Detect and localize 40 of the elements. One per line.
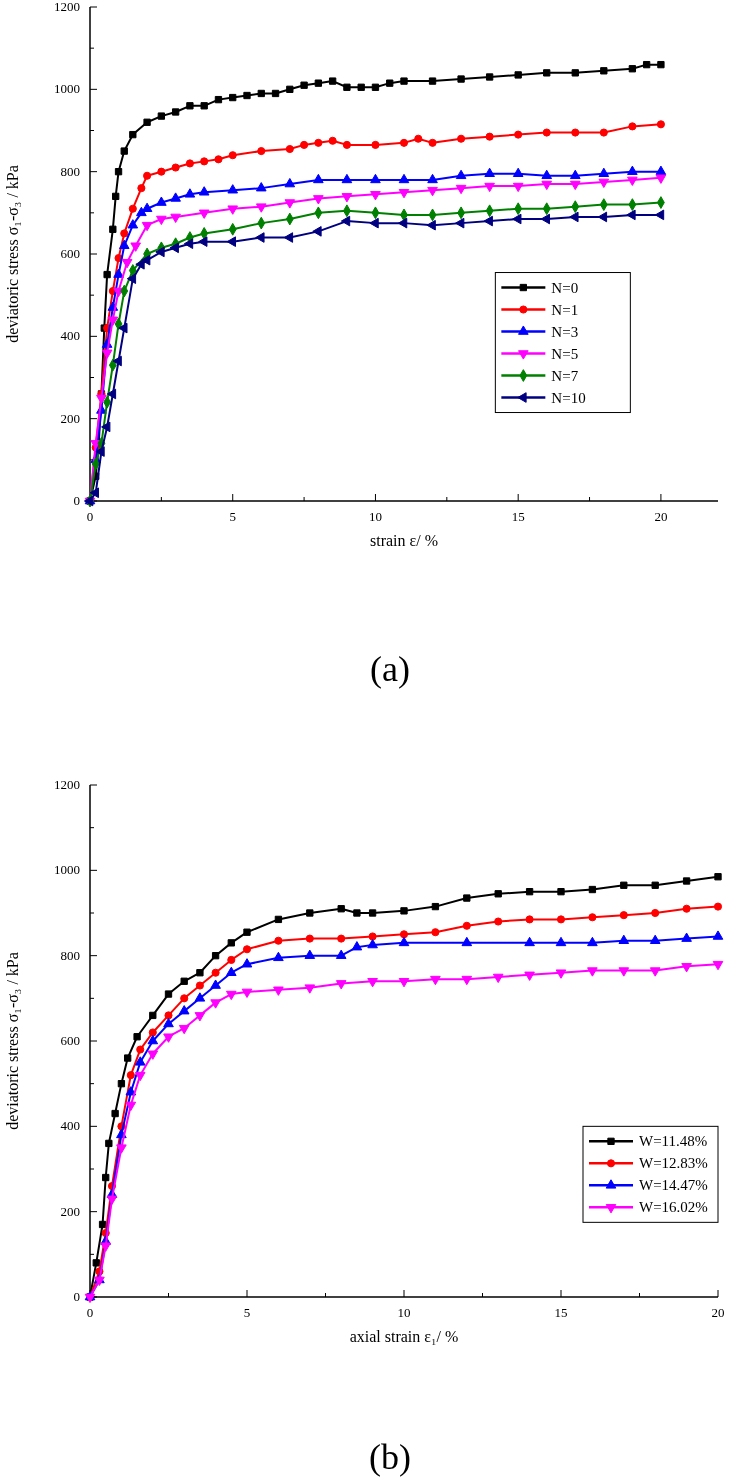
x-tick-label: 20	[654, 509, 668, 524]
y-tick-label: 0	[73, 1289, 80, 1304]
legend-label: W=11.48%	[639, 1133, 708, 1150]
y-tick-label: 1000	[54, 81, 80, 97]
x-tick-label: 5	[229, 509, 236, 524]
y-tick-label: 600	[60, 1033, 80, 1048]
x-tick-label: 10	[368, 509, 382, 524]
x-tick-label: 20	[711, 1305, 725, 1320]
legend-label: W=16.02%	[639, 1199, 708, 1216]
y-axis-title: deviatoric stress σ₁-σ₃ / kPa	[4, 952, 21, 1130]
y-tick-label: 200	[60, 410, 80, 426]
x-tick-label: 0	[86, 1305, 94, 1320]
y-tick-label: 0	[73, 493, 80, 508]
y-tick-label: 800	[60, 163, 80, 179]
legend-label: W=12.83%	[639, 1155, 708, 1172]
y-tick-label: 1200	[54, 0, 80, 14]
y-tick-label: 1200	[54, 777, 80, 792]
text: (a)	[370, 649, 410, 689]
x-axis-title: strain ε/ %	[369, 532, 439, 549]
x-tick-label: 5	[243, 1305, 251, 1320]
y-tick-label: 400	[60, 328, 80, 344]
legend-label: N=0	[551, 279, 579, 296]
x-tick-label: 10	[397, 1305, 411, 1320]
y-tick-label: 800	[60, 947, 80, 963]
y-tick-label: 600	[60, 246, 80, 261]
y-tick-label: 400	[60, 1118, 80, 1134]
text: (b)	[369, 1437, 411, 1477]
x-tick-label: 15	[511, 509, 525, 524]
x-tick-label: 0	[86, 509, 94, 524]
y-axis-title: deviatoric stress σ₁-σ₃ / kPa	[4, 165, 21, 343]
legend-label: N=3	[551, 323, 579, 340]
legend-label: N=7	[551, 367, 579, 384]
legend-label: N=5	[551, 345, 579, 362]
y-tick-label: 200	[60, 1203, 80, 1219]
x-tick-label: 15	[554, 1305, 568, 1320]
y-tick-label: 1000	[54, 862, 80, 878]
x-axis-title: axial strain ε₁/ %	[349, 1328, 459, 1345]
legend-label: W=14.47%	[639, 1177, 708, 1194]
legend-label: N=10	[551, 389, 586, 406]
legend-label: N=1	[551, 301, 579, 318]
